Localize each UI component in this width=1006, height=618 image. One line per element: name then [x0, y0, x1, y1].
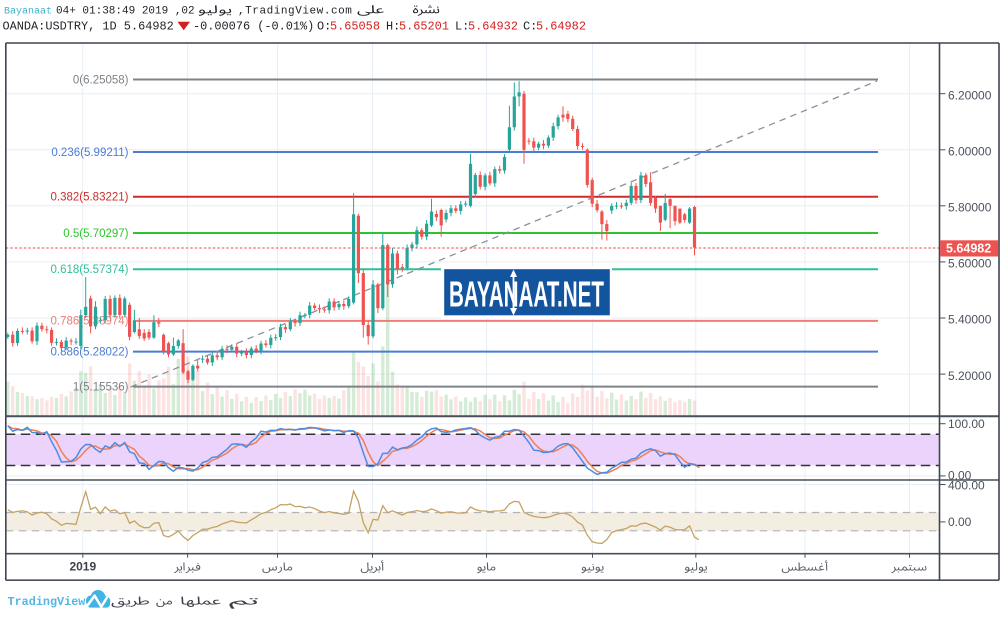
svg-text:0.00: 0.00 [948, 515, 972, 529]
svg-text:5.60000: 5.60000 [948, 257, 992, 271]
svg-text:,TradingView.com: ,TradingView.com [238, 6, 352, 18]
svg-text:L:: L: [455, 20, 469, 34]
svg-text:0(6.25058): 0(6.25058) [73, 74, 129, 86]
svg-text:0.382(5.83221): 0.382(5.83221) [50, 192, 128, 204]
svg-text:5.80000: 5.80000 [948, 201, 992, 215]
svg-text:100.00: 100.00 [948, 417, 985, 431]
svg-text:5.20000: 5.20000 [948, 369, 992, 383]
svg-text:5.64982: 5.64982 [946, 242, 991, 256]
svg-text:0.618(5.57374): 0.618(5.57374) [50, 264, 128, 276]
svg-text:BAYANAAT.NET: BAYANAAT.NET [449, 274, 604, 315]
svg-text:2019: 2019 [69, 560, 96, 574]
svg-text:5.65058: 5.65058 [330, 20, 380, 34]
svg-text:1(5.15536): 1(5.15536) [73, 381, 129, 393]
svg-text:0.5(5.70297): 0.5(5.70297) [63, 228, 128, 240]
svg-text:-0.00076 (-0.01%): -0.00076 (-0.01%) [193, 20, 314, 34]
svg-text:Bayanaat: Bayanaat [4, 7, 52, 18]
svg-text:TradingView: TradingView [8, 595, 87, 609]
svg-text:5.65201: 5.65201 [399, 20, 449, 34]
svg-text:04+ 01:38:49 2019 ,02: 04+ 01:38:49 2019 ,02 [56, 6, 195, 18]
svg-text:0.00: 0.00 [948, 468, 972, 482]
svg-text:C:: C: [523, 20, 537, 34]
svg-text:400.00: 400.00 [948, 479, 985, 493]
svg-text:O:: O: [317, 20, 331, 34]
svg-text:5.64932: 5.64932 [468, 20, 518, 34]
svg-text:0.236(5.99211): 0.236(5.99211) [51, 147, 128, 159]
svg-text:6.20000: 6.20000 [948, 88, 992, 102]
svg-text:5.40000: 5.40000 [948, 313, 992, 327]
svg-text:6.00000: 6.00000 [948, 145, 992, 159]
svg-text:0.886(5.28022): 0.886(5.28022) [50, 346, 128, 358]
svg-text:H:: H: [386, 20, 400, 34]
svg-text:5.64982: 5.64982 [536, 20, 586, 34]
svg-text:OANDA:USDTRY, 1D 5.64982: OANDA:USDTRY, 1D 5.64982 [3, 20, 174, 34]
